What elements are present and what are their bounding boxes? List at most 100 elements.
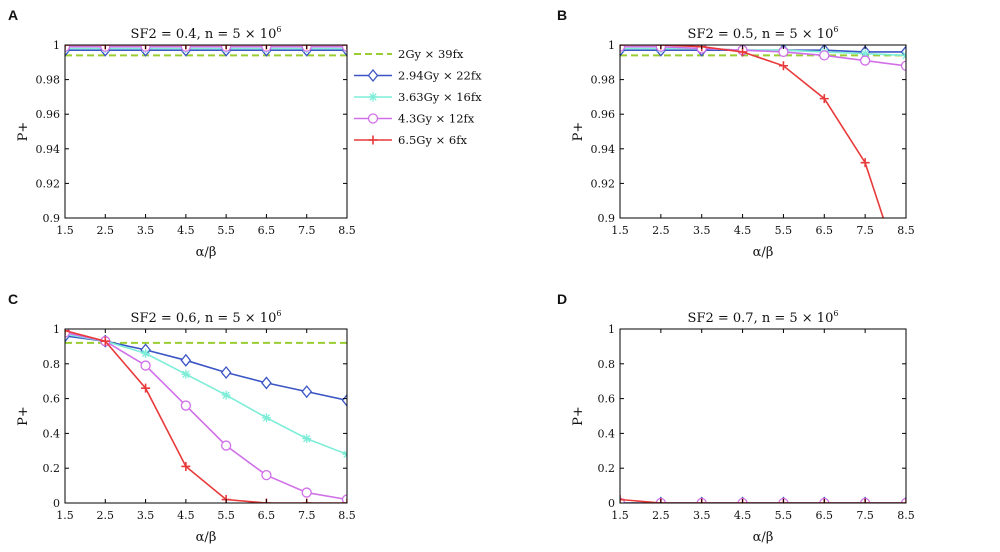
x-tick-label: 4.5 xyxy=(734,224,752,237)
plot-frame xyxy=(619,44,907,219)
x-tick-label: 6.5 xyxy=(816,224,834,237)
plus-marker xyxy=(620,495,625,503)
plus-marker xyxy=(65,329,70,336)
legend-item: 2.94Gy × 22fx xyxy=(354,69,482,83)
asterisk-marker xyxy=(302,434,312,444)
plus-marker xyxy=(368,135,378,145)
plot-frame xyxy=(619,328,907,504)
y-tick-label: 0.98 xyxy=(36,74,61,87)
legend-label: 3.63Gy × 16fx xyxy=(398,90,482,104)
y-tick-label: 1 xyxy=(608,39,615,52)
x-tick-label: 7.5 xyxy=(298,224,316,237)
plus-marker xyxy=(819,94,829,104)
chart-title: SF2 = 0.4, n = 5 × 106 xyxy=(131,25,282,42)
x-tick-label: 4.5 xyxy=(177,224,195,237)
panel-letter: A xyxy=(8,7,18,23)
chart-panel-d: D SF2 = 0.7, n = 5 × 106 1.5 2.5 3.5 4.5 5.5 6.… xyxy=(557,291,915,545)
x-tick-label: 5.5 xyxy=(217,224,235,237)
asterisk-marker xyxy=(181,369,191,379)
plus-marker xyxy=(860,158,870,168)
chart-title: SF2 = 0.5, n = 5 × 106 xyxy=(688,25,839,42)
y-tick-label: 0.8 xyxy=(598,358,616,371)
y-tick-label: 0.96 xyxy=(591,108,616,121)
plus-marker xyxy=(141,383,151,393)
x-tick-label: 1.5 xyxy=(56,224,74,237)
x-axis-label: α/β xyxy=(753,530,774,545)
asterisk-marker xyxy=(141,348,151,358)
y-tick-label: 0 xyxy=(53,497,60,510)
x-tick-label: 5.5 xyxy=(775,224,793,237)
y-axis-label: P+ xyxy=(571,406,586,426)
y-tick-label: 0 xyxy=(608,497,615,510)
series-line xyxy=(65,329,347,503)
y-tick-label: 0.2 xyxy=(598,462,616,475)
y-axis-label: P+ xyxy=(571,122,586,142)
plus-marker xyxy=(100,336,110,346)
circle-marker xyxy=(261,470,272,481)
x-tick-label: 5.5 xyxy=(217,509,235,522)
x-tick-label: 1.5 xyxy=(611,509,629,522)
chart-title: SF2 = 0.6, n = 5 × 106 xyxy=(131,309,282,326)
panel-letter: C xyxy=(8,291,18,307)
circle-marker xyxy=(341,45,347,52)
x-tick-label: 8.5 xyxy=(897,509,915,522)
x-tick-label: 1.5 xyxy=(611,224,629,237)
legend-item: 2Gy × 39fx xyxy=(354,47,464,61)
y-tick-label: 0.92 xyxy=(591,177,616,190)
series-line xyxy=(65,331,347,501)
legend-label: 4.3Gy × 12fx xyxy=(398,112,475,126)
chart-panel-a: A SF2 = 0.4, n = 5 × 106 1.5 2.5 3.5 4.5 5.5 6.… xyxy=(8,7,482,260)
y-tick-label: 1 xyxy=(608,323,615,336)
x-tick-label: 2.5 xyxy=(97,509,115,522)
legend-item: 6.5Gy × 6fx xyxy=(354,133,467,147)
plus-marker xyxy=(181,461,191,471)
plus-marker xyxy=(902,283,911,292)
y-tick-label: 0.6 xyxy=(43,393,61,406)
circle-marker xyxy=(65,45,71,52)
legend-label: 2Gy × 39fx xyxy=(398,47,464,61)
x-tick-label: 7.5 xyxy=(298,509,316,522)
y-axis-label: P+ xyxy=(16,122,31,142)
y-tick-label: 0.4 xyxy=(43,427,61,440)
y-tick-label: 0.8 xyxy=(43,358,61,371)
x-tick-label: 8.5 xyxy=(338,224,356,237)
y-tick-label: 0.6 xyxy=(598,393,616,406)
x-tick-label: 8.5 xyxy=(338,509,356,522)
circle-marker xyxy=(900,60,906,71)
diamond-marker xyxy=(367,68,379,83)
chart-panel-b: B SF2 = 0.5, n = 5 × 106 1.5 2.5 3.5 4.5 5.5 6.… xyxy=(557,7,915,292)
series-4 xyxy=(65,329,347,503)
asterisk-marker xyxy=(261,413,271,423)
diamond-marker xyxy=(180,353,192,367)
legend: 2Gy × 39fx 2.94Gy × 22fx 3.63Gy × 16fx 4.3G… xyxy=(354,47,482,147)
x-tick-label: 4.5 xyxy=(177,509,195,522)
circle-marker xyxy=(620,45,626,52)
circle-marker xyxy=(819,50,830,61)
y-tick-label: 0.4 xyxy=(598,427,616,440)
y-tick-label: 1 xyxy=(53,323,60,336)
circle-marker xyxy=(900,497,906,503)
x-tick-label: 2.5 xyxy=(652,224,670,237)
diamond-marker xyxy=(301,385,313,399)
panel-letter: B xyxy=(557,7,567,23)
series-line xyxy=(620,45,906,67)
y-tick-label: 0.92 xyxy=(36,177,61,190)
chart-title: SF2 = 0.7, n = 5 × 106 xyxy=(688,309,839,326)
y-tick-label: 0.9 xyxy=(598,212,616,225)
y-tick-label: 0.94 xyxy=(36,143,61,156)
plot-frame xyxy=(64,44,348,219)
circle-marker xyxy=(220,440,232,451)
asterisk-marker xyxy=(368,92,378,102)
chart-panel-c: C SF2 = 0.6, n = 5 × 106 1.5 2.5 3.5 4.5 5.5 6.… xyxy=(8,291,356,545)
circle-marker xyxy=(367,113,379,124)
x-axis-label: α/β xyxy=(196,530,217,545)
x-tick-label: 6.5 xyxy=(816,509,834,522)
x-tick-label: 2.5 xyxy=(652,509,670,522)
circle-marker xyxy=(140,360,151,371)
panel-letter: D xyxy=(557,291,567,307)
circle-marker xyxy=(341,494,347,503)
y-tick-label: 0.98 xyxy=(591,74,616,87)
legend-item: 3.63Gy × 16fx xyxy=(354,90,482,104)
series-5 xyxy=(65,329,347,503)
